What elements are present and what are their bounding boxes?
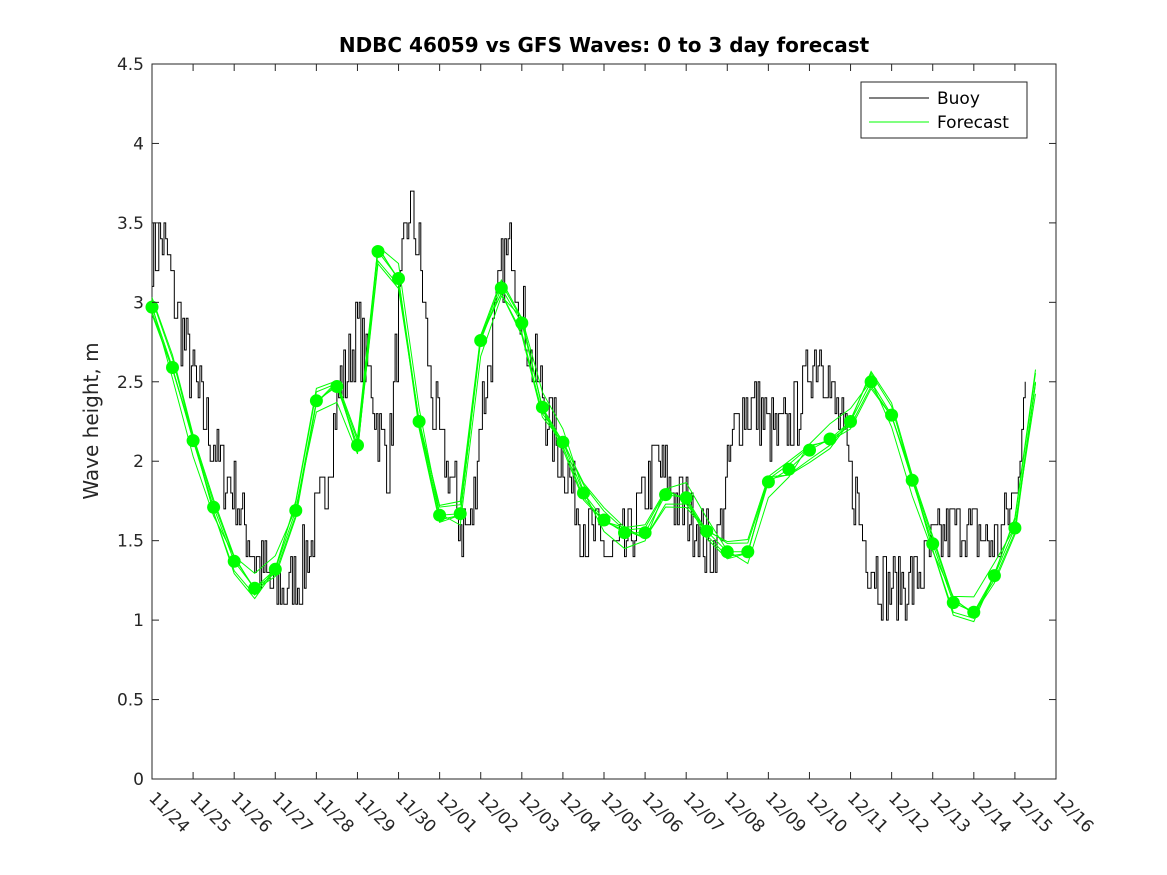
forecast-marker xyxy=(741,545,755,559)
x-tick-label: 12/04 xyxy=(555,788,604,837)
forecast-marker xyxy=(905,473,919,487)
y-tick-label: 3 xyxy=(133,293,144,313)
legend-box xyxy=(860,81,1028,139)
forecast-marker xyxy=(659,488,673,502)
forecast-marker xyxy=(864,375,878,389)
x-tick-label: 12/01 xyxy=(432,788,481,837)
y-tick-label: 1.5 xyxy=(117,532,144,552)
x-tick-label: 12/10 xyxy=(802,788,851,837)
x-tick-label: 12/05 xyxy=(596,788,645,837)
x-tick-label: 12/12 xyxy=(884,788,933,837)
forecast-marker xyxy=(1008,521,1022,535)
x-tick-label: 11/29 xyxy=(350,788,399,837)
y-axis-label: Wave height, m xyxy=(79,342,103,499)
forecast-marker xyxy=(412,415,426,428)
forecast-line xyxy=(151,262,1036,623)
forecast-marker xyxy=(761,475,775,489)
forecast-marker xyxy=(618,526,631,540)
forecast-marker xyxy=(433,508,447,522)
forecast-marker xyxy=(987,569,1001,583)
forecast-marker xyxy=(577,486,590,500)
y-tick-label: 3.5 xyxy=(117,214,144,234)
legend-buoy-label: Buoy xyxy=(937,89,980,109)
forecast-marker xyxy=(885,408,899,422)
forecast-marker xyxy=(474,334,488,347)
forecast-marker xyxy=(926,537,940,551)
forecast-marker xyxy=(289,504,303,517)
x-tick-label: 12/09 xyxy=(761,788,810,837)
y-tick-label: 4.5 xyxy=(117,55,144,75)
y-axis: 0 0.5 1 1.5 2 2.5 3 3.5 4 4.5 xyxy=(117,55,1056,790)
x-tick-label: 11/25 xyxy=(186,788,235,837)
x-tick-label: 12/06 xyxy=(638,788,687,837)
forecast-marker xyxy=(720,545,734,559)
x-tick-label: 11/24 xyxy=(144,788,193,837)
chart-title: NDBC 46059 vs GFS Waves: 0 to 3 day fore… xyxy=(339,33,870,57)
forecast-marker xyxy=(844,415,857,428)
buoy-line xyxy=(152,190,1026,621)
y-tick-label: 0 xyxy=(133,770,144,790)
forecast-marker xyxy=(946,596,960,610)
forecast-marker xyxy=(638,526,652,540)
x-tick-label: 12/15 xyxy=(1007,788,1056,837)
forecast-marker xyxy=(207,500,221,514)
forecast-marker xyxy=(556,435,570,449)
x-tick-label: 12/14 xyxy=(966,788,1015,837)
x-tick-label: 11/30 xyxy=(391,788,440,837)
forecast-marker xyxy=(535,400,549,414)
forecast-marker xyxy=(145,300,159,314)
x-tick-label: 12/13 xyxy=(925,788,974,837)
forecast-marker xyxy=(227,554,241,568)
x-tick-label: 12/02 xyxy=(473,788,522,837)
x-tick-label: 12/03 xyxy=(514,788,563,837)
forecast-marker xyxy=(494,281,508,295)
forecast-series xyxy=(151,245,1036,623)
forecast-marker xyxy=(330,380,344,393)
forecast-marker xyxy=(679,491,693,505)
forecast-marker xyxy=(823,432,837,446)
y-tick-label: 0.5 xyxy=(117,691,144,711)
y-tick-label: 4 xyxy=(133,134,144,154)
forecast-marker xyxy=(268,562,282,576)
x-tick-label: 12/16 xyxy=(1048,788,1097,837)
x-tick-label: 12/07 xyxy=(679,788,728,837)
forecast-marker xyxy=(392,272,405,285)
y-tick-label: 2.5 xyxy=(117,373,144,393)
x-tick-label: 11/28 xyxy=(309,788,358,837)
forecast-marker xyxy=(782,462,796,476)
y-tick-label: 2 xyxy=(133,452,144,472)
legend: Buoy Forecast xyxy=(860,81,1028,139)
x-tick-label: 11/26 xyxy=(227,788,276,837)
forecast-markers xyxy=(145,245,1022,619)
forecast-marker xyxy=(515,316,529,330)
forecast-marker xyxy=(803,443,816,457)
forecast-marker xyxy=(186,434,200,448)
forecast-marker xyxy=(371,245,385,258)
x-tick-label: 12/08 xyxy=(720,788,769,837)
plot-area xyxy=(145,63,1057,780)
forecast-marker xyxy=(351,438,364,452)
buoy-series xyxy=(152,190,1026,621)
legend-forecast-label: Forecast xyxy=(937,113,1009,133)
x-tick-label: 12/11 xyxy=(843,788,892,837)
forecast-marker xyxy=(700,524,714,538)
forecast-marker xyxy=(597,513,611,527)
x-tick-label: 11/27 xyxy=(268,788,317,837)
forecast-marker xyxy=(166,361,179,374)
plot-frame xyxy=(151,63,1057,780)
forecast-marker xyxy=(967,605,981,619)
forecast-marker xyxy=(309,394,323,408)
forecast-marker xyxy=(248,581,262,595)
y-tick-label: 1 xyxy=(133,611,144,631)
forecast-marker xyxy=(453,507,467,521)
